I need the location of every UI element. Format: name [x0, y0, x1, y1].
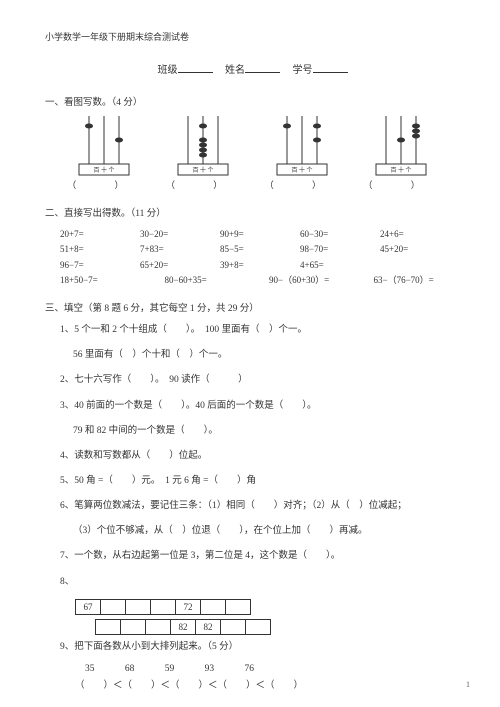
- eq-grid: 20+7=30−20=90+9=60−30=24+6= 51+8=7+83=85−…: [45, 227, 460, 273]
- equation: 18+50−7=: [60, 273, 147, 288]
- boxes-row-1: 67 72: [45, 599, 460, 615]
- equation: 60−30=: [300, 227, 380, 242]
- number-box: 67: [75, 599, 101, 615]
- equation: 39+8=: [220, 258, 300, 273]
- id-blank: [313, 62, 348, 73]
- q7: 7、一个数，从右边起第一位是 3，第二位是 4，这个数是（ ）。: [45, 548, 460, 564]
- equation: 4+65=: [300, 258, 380, 273]
- number-box: [95, 619, 121, 635]
- equation: 51+8=: [60, 242, 140, 257]
- equation: 63−（76−70）=: [374, 273, 461, 288]
- number-box: [225, 599, 251, 615]
- equation: 96−7=: [60, 258, 140, 273]
- equation: 7+83=: [140, 242, 220, 257]
- number-box: [145, 619, 171, 635]
- q4: 4、读数和写数都从（ ）位起。: [45, 448, 460, 464]
- equation: 20+7=: [60, 227, 140, 242]
- number-box: [100, 599, 126, 615]
- number-box: [120, 619, 146, 635]
- abacus: 百 十 个 （ ）: [67, 116, 141, 191]
- abacus-answer: （ ）: [67, 178, 141, 191]
- equation: 98−70=: [300, 242, 380, 257]
- q6: 6、笔算两位数减法，要记住三条：（1）相同（ ）对齐；（2）从（ ）位减起；: [45, 498, 460, 514]
- abacus-icon: 百 十 个: [371, 116, 431, 176]
- svg-text:百 十 个: 百 十 个: [193, 166, 214, 174]
- s2-head: 二、直接写出得数。（11 分）: [45, 205, 460, 219]
- id-label: 学号: [293, 65, 313, 76]
- name-blank: [245, 62, 280, 73]
- section-2: 二、直接写出得数。（11 分） 20+7=30−20=90+9=60−30=24…: [45, 205, 460, 288]
- q2: 2、七十六写作（ ）。 90 读作（ ）: [45, 372, 460, 388]
- svg-text:百 十 个: 百 十 个: [291, 166, 312, 174]
- svg-text:百 十 个: 百 十 个: [390, 166, 411, 174]
- equation: 90−（60+30）=: [269, 273, 356, 288]
- equation: 45+20=: [380, 242, 460, 257]
- header-fields: 班级 姓名 学号: [45, 61, 460, 76]
- abacus: 百 十 个 （ ）: [166, 116, 240, 191]
- abacus: 百 十 个 （ ）: [363, 116, 437, 191]
- sort-nums: 35 68 59 93 76: [45, 664, 460, 674]
- page-number: 1: [466, 680, 470, 689]
- equation: 90+9=: [220, 227, 300, 242]
- abacus-icon: 百 十 个: [272, 116, 332, 176]
- abacus-row: 百 十 个 （ ） 百 十 个 （ ） 百 十 个 （ ） 百 十 个 （ ）: [45, 116, 460, 191]
- s1-head: 一、看图写数。（4 分）: [45, 94, 460, 108]
- s3-head: 三、填空（第 8 题 6 分，其它每空 1 分，共 29 分）: [45, 300, 460, 314]
- q3: 3、40 前面的一个数是（ ）。40 后面的一个数是（ ）。: [45, 398, 460, 414]
- equation: 30−20=: [140, 227, 220, 242]
- class-blank: [178, 62, 213, 73]
- eq-row-long: 18+50−7= 80−60+35= 90−（60+30）= 63−（76−70）=: [45, 273, 460, 288]
- q3b: 79 和 82 中间的一个数是（ ）。: [45, 423, 460, 439]
- svg-text:百 十 个: 百 十 个: [94, 166, 115, 174]
- doc-title: 小学数学一年级下册期末综合测试卷: [45, 30, 460, 43]
- q9: 9、把下面各数从小到大排列起来。（5 分）: [45, 639, 460, 655]
- equation: 80−60+35=: [165, 273, 252, 288]
- number-box: 82: [170, 619, 196, 635]
- number-box: 72: [175, 599, 201, 615]
- number-box: [245, 619, 271, 635]
- q1: 1、5 个一和 2 个十组成（ ）。 100 里面有（ ）个一。: [45, 322, 460, 338]
- section-1: 一、看图写数。（4 分） 百 十 个 （ ） 百 十 个 （ ） 百 十 个 （…: [45, 94, 460, 191]
- number-box: 82: [195, 619, 221, 635]
- q6b: （3）个位不够减，从（ ）位退（ ），在个位上加（ ）再减。: [45, 523, 460, 539]
- number-box: [150, 599, 176, 615]
- q1b: 56 里面有（ ）个十和（ ）个一。: [45, 347, 460, 363]
- sort-line: （ ）＜（ ）＜（ ）＜（ ）＜（ ）: [45, 678, 460, 694]
- abacus-answer: （ ）: [265, 178, 339, 191]
- abacus-icon: 百 十 个: [74, 116, 134, 176]
- abacus: 百 十 个 （ ）: [265, 116, 339, 191]
- equation: 85−5=: [220, 242, 300, 257]
- equation: 65+20=: [140, 258, 220, 273]
- number-box: [200, 599, 226, 615]
- section-3: 三、填空（第 8 题 6 分，其它每空 1 分，共 29 分） 1、5 个一和 …: [45, 300, 460, 694]
- equation: 24+6=: [380, 227, 460, 242]
- number-box: [125, 599, 151, 615]
- abacus-icon: 百 十 个: [173, 116, 233, 176]
- class-label: 班级: [158, 65, 178, 76]
- q8: 8、: [45, 574, 460, 590]
- q5: 5、50 角 =（ ）元。 1 元 6 角 =（ ）角: [45, 473, 460, 489]
- equation: [380, 258, 460, 273]
- name-label: 姓名: [225, 65, 245, 76]
- abacus-answer: （ ）: [363, 178, 437, 191]
- boxes-row-2: 8282: [45, 619, 460, 635]
- abacus-answer: （ ）: [166, 178, 240, 191]
- number-box: [220, 619, 246, 635]
